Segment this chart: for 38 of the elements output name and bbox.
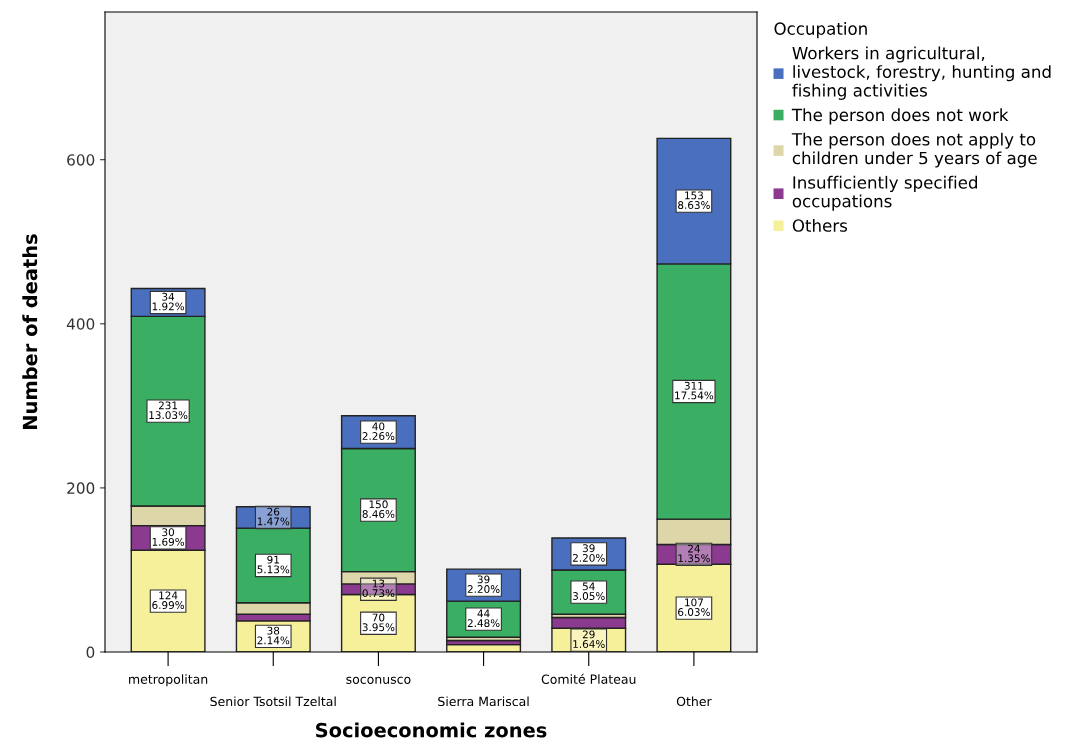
y-axis-title: Number of deaths <box>22 234 38 429</box>
data-label: 54 3.05% <box>572 582 605 600</box>
x-tick-label: soconusco <box>346 676 411 684</box>
data-label: 91 5.13% <box>257 555 290 574</box>
data-label: 124 6.99% <box>152 591 185 609</box>
legend-label: Workers in agricultural, livestock, forestry, hunting and fishing activities <box>792 46 1051 100</box>
x-tick-label: metropolitan <box>129 674 208 687</box>
x-tick-label: Sierra Mariscal <box>438 696 529 707</box>
y-tick-label: 400 <box>66 318 95 330</box>
data-label: 311 17.54% <box>675 381 714 400</box>
legend-label: The person does not apply to children under 5 years of age <box>791 132 1037 168</box>
data-label: 40 2.26% <box>362 422 395 440</box>
data-label: 39 2.20% <box>572 544 605 562</box>
legend-label: Others <box>792 218 848 232</box>
data-label: 231 13.03% <box>149 401 188 420</box>
x-tick-label: Comité Plateau <box>541 673 636 684</box>
x-tick-label: Senior Tsotsil Tzeltal <box>210 696 336 707</box>
y-tick-label: 0 <box>86 646 95 659</box>
data-label: 107 6.03% <box>678 598 710 616</box>
y-tick-label: 600 <box>67 154 95 166</box>
data-label: 150 8.46% <box>362 500 395 518</box>
data-label: 34 1.92% <box>152 292 185 311</box>
data-label: 153 8.63% <box>678 191 710 209</box>
data-label: 44 2.48% <box>467 609 500 628</box>
x-axis-title: Socioeconomic zones <box>316 722 547 738</box>
legend-label: Insufficiently specified occupations <box>792 175 978 211</box>
data-label: 26 1.47% <box>257 507 290 526</box>
data-label: 38 2.14% <box>257 626 290 645</box>
data-label: 29 1.64% <box>573 630 605 648</box>
data-label: 39 2.20% <box>467 575 500 593</box>
data-label: 13 0.73% <box>362 579 395 598</box>
x-tick-label: Other <box>676 696 712 707</box>
legend-title: Occupation <box>774 22 867 39</box>
legend-label: The person does not work <box>791 108 1009 125</box>
data-label: 24 1.35% <box>678 544 710 563</box>
data-label: 70 3.95% <box>362 613 395 632</box>
y-tick-label: 200 <box>67 482 95 494</box>
data-label: 30 1.69% <box>152 528 185 546</box>
